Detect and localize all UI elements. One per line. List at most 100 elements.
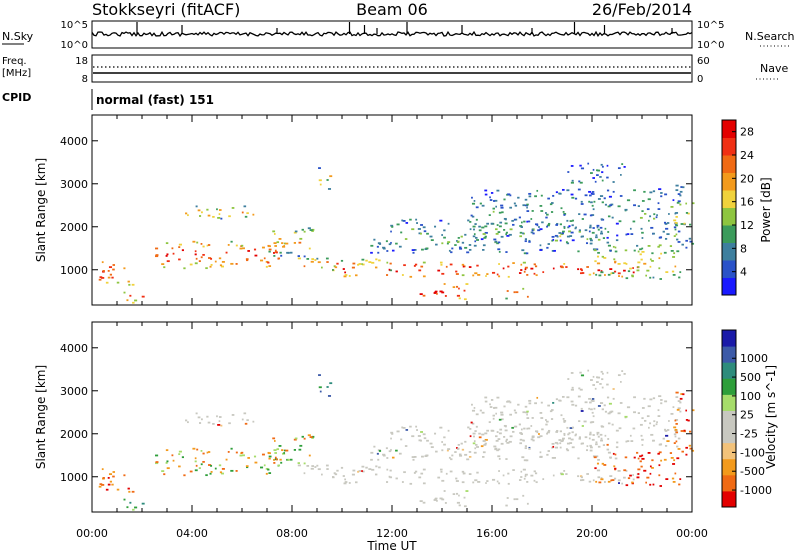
- velocity-cell: [551, 456, 555, 459]
- velocity-cell: [606, 383, 609, 386]
- power-cell: [499, 221, 503, 224]
- velocity-cell: [657, 415, 661, 417]
- power-cell: [526, 203, 529, 206]
- power-cell: [597, 228, 600, 231]
- velocity-cell: [194, 460, 197, 463]
- power-cell: [673, 235, 676, 237]
- power-cell: [665, 227, 669, 230]
- colorbar-tick-label: 100: [740, 390, 761, 403]
- velocity-cell: [473, 451, 477, 454]
- y-tick-label: 2000: [60, 221, 88, 234]
- power-cell: [198, 260, 201, 263]
- power-cell: [460, 235, 463, 238]
- power-cell: [253, 248, 257, 251]
- velocity-cell: [558, 439, 562, 441]
- power-cell: [563, 225, 566, 228]
- power-cell: [202, 245, 205, 248]
- colorbar-swatch: [722, 410, 736, 428]
- velocity-cell: [675, 391, 679, 394]
- velocity-cell: [666, 440, 670, 443]
- power-cell: [617, 205, 621, 208]
- power-cell: [615, 239, 619, 242]
- y-tick-label: 2000: [60, 428, 88, 441]
- power-cell: [603, 197, 606, 200]
- velocity-cell: [540, 401, 543, 404]
- velocity-cell: [99, 483, 103, 486]
- power-cell: [589, 239, 593, 242]
- velocity-cell: [425, 454, 429, 457]
- power-cell: [141, 295, 145, 298]
- velocity-cell: [624, 456, 628, 459]
- velocity-cell: [528, 446, 531, 449]
- velocity-cell: [414, 470, 418, 473]
- velocity-cell: [355, 481, 358, 484]
- velocity-cell: [216, 415, 218, 418]
- velocity-cell: [539, 451, 542, 454]
- velocity-cell: [673, 459, 676, 462]
- power-cell: [293, 231, 297, 234]
- power-cell: [351, 266, 355, 269]
- velocity-cell: [645, 481, 648, 484]
- power-cell: [382, 247, 386, 250]
- power-cell: [531, 210, 534, 212]
- power-cell: [675, 233, 678, 236]
- power-cell: [600, 218, 603, 221]
- power-cell: [624, 208, 628, 211]
- power-cell: [374, 266, 378, 269]
- power-cell: [533, 272, 536, 275]
- power-cell: [455, 273, 459, 275]
- velocity-cell: [277, 464, 280, 467]
- velocity-cell: [580, 476, 583, 479]
- power-cell: [317, 261, 321, 264]
- freq-tick-high: 18: [75, 56, 88, 67]
- velocity-cell: [584, 436, 588, 439]
- velocity-cell: [241, 451, 244, 454]
- velocity-cell: [660, 402, 663, 405]
- power-cell: [528, 239, 531, 242]
- velocity-cell: [659, 443, 663, 446]
- velocity-cell: [675, 419, 679, 421]
- velocity-cell: [632, 478, 635, 481]
- velocity-cell: [475, 425, 478, 428]
- power-cell: [588, 230, 591, 233]
- power-cell: [476, 239, 480, 241]
- nsky-trace: [91, 30, 693, 38]
- velocity-cell: [166, 467, 170, 470]
- power-cell: [520, 226, 523, 228]
- velocity-cell: [418, 476, 422, 479]
- velocity-cell: [468, 451, 472, 453]
- power-cell: [647, 245, 651, 247]
- velocity-cell: [614, 453, 617, 456]
- power-cell: [208, 257, 212, 259]
- velocity-cell: [599, 433, 603, 436]
- velocity-cell: [522, 468, 526, 471]
- velocity-cell: [301, 435, 304, 438]
- velocity-cell: [227, 451, 230, 453]
- power-cell: [663, 221, 667, 224]
- colorbar-tick-label: 500: [740, 371, 761, 384]
- power-cell: [670, 249, 674, 252]
- power-cell: [465, 283, 469, 285]
- velocity-cell: [602, 444, 606, 447]
- velocity-cell: [652, 439, 655, 442]
- power-cell: [429, 235, 433, 238]
- power-cell: [596, 262, 601, 265]
- velocity-cell: [505, 458, 508, 460]
- power-cell: [527, 220, 531, 223]
- power-cell: [287, 251, 290, 254]
- velocity-cell: [405, 429, 409, 431]
- velocity-cell: [685, 419, 689, 421]
- velocity-cell: [653, 424, 656, 427]
- power-cell: [574, 197, 578, 200]
- velocity-cell: [633, 456, 636, 459]
- colorbar-tick-label: 20: [740, 172, 754, 185]
- power-cell: [507, 275, 510, 278]
- velocity-cell: [281, 449, 284, 452]
- velocity-cell: [470, 421, 473, 424]
- velocity-cell: [664, 444, 668, 447]
- velocity-cell: [127, 487, 130, 490]
- velocity-cell: [609, 475, 613, 477]
- power-cell: [656, 214, 658, 217]
- power-cell: [418, 269, 422, 272]
- power-cell: [547, 243, 550, 245]
